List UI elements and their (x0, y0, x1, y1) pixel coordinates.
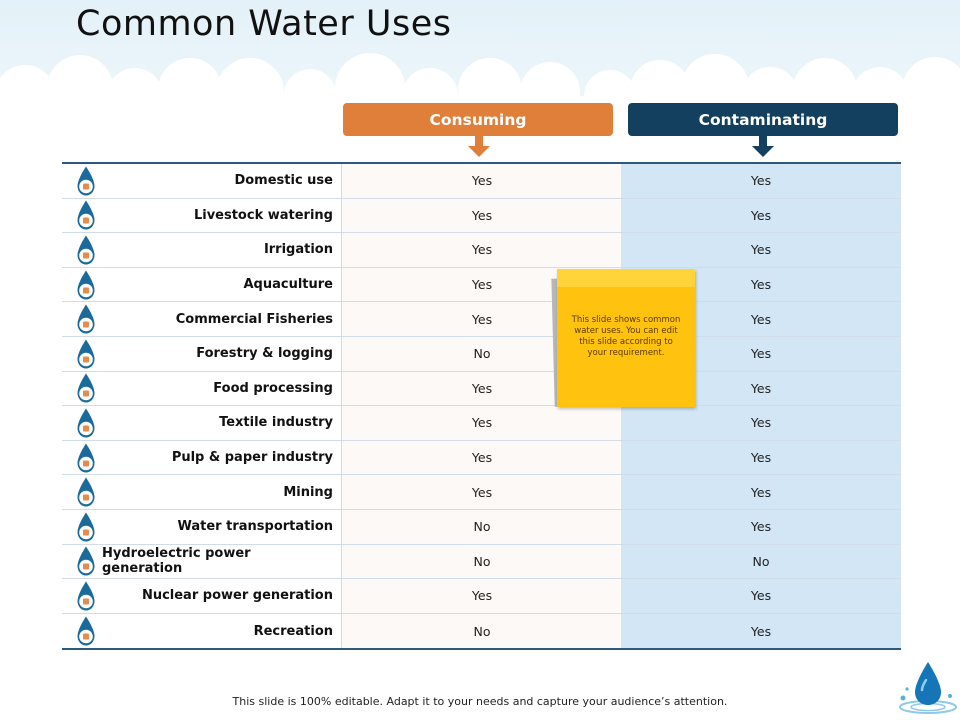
contaminating-value: Yes (621, 164, 901, 198)
fabric-icon (77, 408, 95, 438)
row-label: Pulp & paper industry (171, 450, 333, 466)
consuming-value: No (341, 544, 622, 579)
fish-icon (77, 304, 95, 334)
table-row: Domestic use Yes Yes (62, 164, 901, 199)
table-row: Mining Yes Yes (62, 475, 901, 510)
contaminating-value: Yes (621, 198, 901, 233)
water-drop-logo-icon (899, 662, 957, 714)
consuming-value: Yes (341, 233, 622, 267)
row-icon-cell (76, 302, 102, 336)
consuming-value: No (341, 613, 622, 649)
row-icon-cell (76, 199, 102, 233)
row-label: Forestry & logging (196, 346, 333, 362)
table-row: Aquaculture Yes Yes (62, 267, 901, 303)
row-label: Recreation (253, 623, 333, 639)
consuming-value: Yes (341, 579, 622, 613)
row-icon-cell (76, 441, 102, 475)
contaminating-value: Yes (621, 440, 901, 475)
table-row: Livestock watering Yes Yes (62, 198, 901, 234)
table-row: Commercial Fisheries Yes Yes (62, 302, 901, 337)
table-row: Forestry & logging No Yes (62, 336, 901, 372)
table-row: Nuclear power generation Yes Yes (62, 579, 901, 614)
contaminating-value: Yes (621, 579, 901, 613)
row-icon-cell (76, 268, 102, 302)
mountain-icon (77, 477, 95, 507)
house-icon (77, 166, 95, 196)
row-icon-cell (76, 614, 102, 649)
sticky-note: This slide shows common water uses. You … (551, 269, 697, 408)
consuming-value: Yes (341, 440, 622, 475)
table-row: Textile industry Yes Yes (62, 406, 901, 441)
bottle-icon (77, 373, 95, 403)
row-icon-cell (76, 475, 102, 509)
table-row: Food processing Yes Yes (62, 371, 901, 407)
consuming-value: No (341, 509, 622, 544)
nuclear-plant-icon (77, 581, 95, 611)
water-uses-table: Domestic use Yes Yes Livestock watering Yes Y… (62, 162, 901, 651)
consuming-value: Yes (341, 475, 622, 509)
cloud-banner (0, 0, 960, 110)
row-label: Water transportation (177, 519, 334, 535)
row-label: Food processing (213, 380, 333, 396)
table-row: Irrigation Yes Yes (62, 233, 901, 268)
sticky-note-tape (557, 269, 695, 287)
contaminating-value: Yes (621, 233, 901, 267)
page-title: Common Water Uses (76, 4, 452, 44)
table-row: Pulp & paper industry Yes Yes (62, 440, 901, 476)
dam-icon (77, 546, 95, 576)
row-icon-cell (76, 545, 102, 579)
sprinkler-icon (77, 235, 95, 265)
row-icon-cell (76, 406, 102, 440)
contaminating-value: Yes (621, 613, 901, 649)
sticky-note-text: This slide shows common water uses. You … (571, 315, 681, 358)
contaminating-arrow-icon (752, 136, 774, 157)
sticky-note-paper: This slide shows common water uses. You … (557, 269, 695, 407)
row-label: Hydroelectric power generation (102, 546, 251, 577)
row-icon-cell (76, 233, 102, 267)
tree-icon (77, 339, 95, 369)
contaminating-value: No (621, 544, 901, 579)
row-icon-cell (76, 510, 102, 544)
row-icon-cell (76, 337, 102, 371)
table-row: Recreation No Yes (62, 613, 901, 649)
contaminating-value: Yes (621, 406, 901, 440)
consuming-value: Yes (341, 406, 622, 440)
row-icon-cell (76, 372, 102, 406)
row-icon-cell (76, 164, 102, 198)
consuming-header: Consuming (343, 103, 613, 136)
consuming-value: Yes (341, 198, 622, 233)
fish-tank-icon (77, 270, 95, 300)
row-label: Commercial Fisheries (175, 311, 333, 327)
row-label: Irrigation (263, 242, 333, 258)
paper-icon (77, 443, 95, 473)
row-label: Domestic use (234, 173, 333, 189)
row-icon-cell (76, 579, 102, 613)
row-label: Nuclear power generation (141, 588, 333, 604)
contaminating-value: Yes (621, 509, 901, 544)
contaminating-value: Yes (621, 475, 901, 509)
row-label: Mining (283, 484, 333, 500)
table-row: Water transportation No Yes (62, 509, 901, 545)
row-label: Livestock watering (193, 207, 333, 223)
row-label: Aquaculture (243, 277, 333, 293)
cow-icon (77, 200, 95, 230)
ship-icon (77, 512, 95, 542)
swimmer-icon (77, 616, 95, 646)
table-row: Hydroelectric power generation No No (62, 544, 901, 580)
row-label: Textile industry (219, 415, 333, 431)
consuming-value: Yes (341, 164, 622, 198)
contaminating-header: Contaminating (628, 103, 898, 136)
footer-text: This slide is 100% editable. Adapt it to… (232, 695, 728, 708)
consuming-arrow-icon (468, 136, 490, 157)
